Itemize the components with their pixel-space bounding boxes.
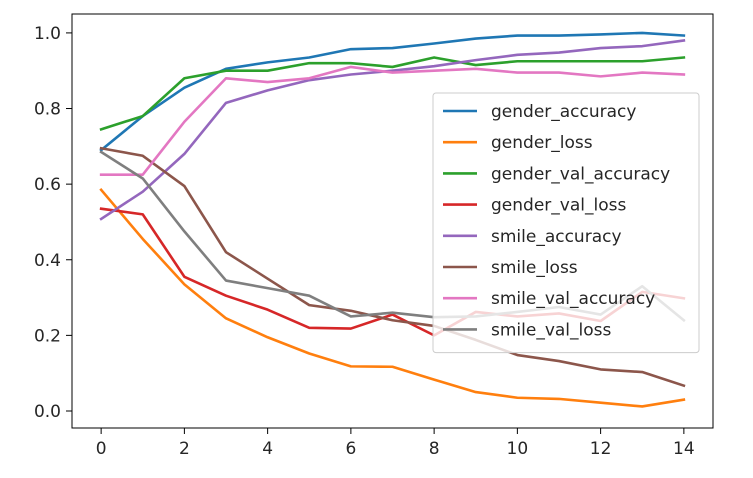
legend-box	[432, 92, 700, 354]
x-tick-label: 12	[590, 439, 612, 459]
series-line-gender_loss	[99, 187, 686, 408]
axes: 0 2 4 6 8 10 12 14 0.0 0.2 0.4 0.6 0.8 1.0	[34, 24, 695, 459]
series-line-gender_accuracy	[99, 31, 686, 152]
legend: gender_accuracy gender_loss gender_val_acc…	[432, 92, 700, 354]
y-tick-label: 0.0	[34, 402, 61, 422]
series-line-smile_val_accuracy	[99, 65, 686, 176]
legend-label: gender_val_accuracy	[491, 164, 670, 184]
legend-label: smile_accuracy	[491, 227, 622, 247]
plot-frame-border	[71, 13, 714, 429]
y-tick-label: 0.4	[34, 251, 61, 271]
x-tick-label: 10	[507, 439, 529, 459]
y-tick-label: 0.2	[34, 326, 61, 346]
plot-frame	[71, 13, 714, 429]
series-line-smile_loss	[99, 146, 686, 388]
x-tick-label: 0	[96, 439, 107, 459]
y-tick-label: 0.6	[34, 175, 61, 195]
x-tick-label: 8	[429, 439, 440, 459]
series-line-smile_accuracy	[99, 39, 686, 221]
series-layer	[99, 31, 686, 408]
legend-label: smile_val_loss	[491, 320, 612, 340]
legend-label: gender_val_loss	[491, 196, 626, 216]
x-tick-label: 6	[345, 439, 356, 459]
legend-label: smile_val_accuracy	[491, 289, 655, 309]
legend-label: smile_loss	[491, 258, 578, 278]
x-tick-label: 2	[179, 439, 190, 459]
y-tick-label: 1.0	[34, 24, 61, 44]
legend-label: gender_accuracy	[491, 102, 636, 122]
x-tick-label: 4	[262, 439, 273, 459]
series-line-gender_val_accuracy	[99, 56, 686, 131]
legend-label: gender_loss	[491, 133, 593, 153]
x-tick-label: 14	[673, 439, 695, 459]
y-tick-label: 0.8	[34, 100, 61, 120]
